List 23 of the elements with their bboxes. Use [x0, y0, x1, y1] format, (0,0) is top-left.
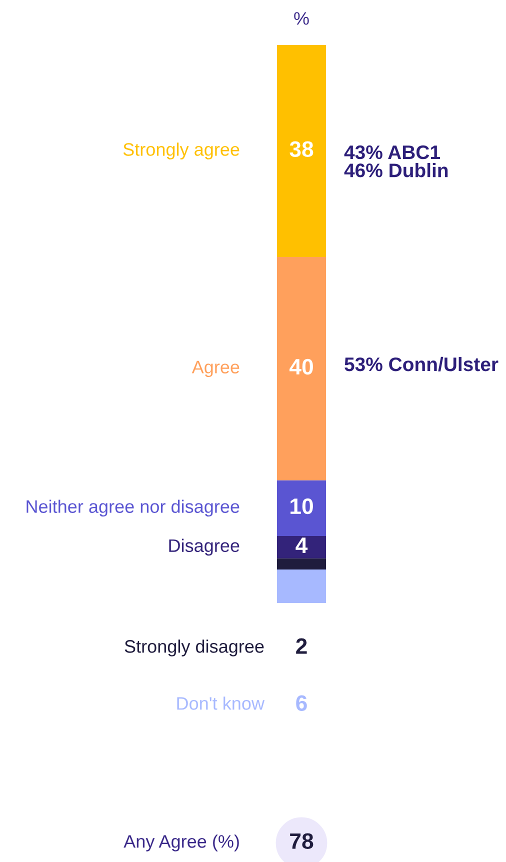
text: Neither agree nor disagree	[26, 500, 240, 517]
chart-title: %	[294, 12, 309, 25]
bar	[277, 558, 326, 570]
bar	[277, 45, 326, 258]
bar	[277, 257, 326, 480]
text: Agree	[192, 360, 240, 378]
text: 43% ABC1 46% Dublin	[344, 145, 448, 178]
bar	[277, 570, 326, 603]
bar	[277, 480, 326, 536]
text: Don't know	[177, 696, 265, 710]
text: 6	[296, 695, 307, 711]
bar	[277, 536, 326, 558]
data-label: 38	[290, 141, 314, 158]
data-label: 10	[290, 498, 313, 514]
text: Strongly agree	[123, 142, 240, 160]
text: Any Agree (%)	[124, 834, 239, 852]
text: 53% Conn/Ulster	[344, 356, 498, 372]
data-label: 40	[289, 358, 313, 375]
data-label: 4	[296, 538, 308, 553]
text: 78	[290, 833, 314, 849]
text: 2	[296, 638, 307, 654]
text: Strongly disagree	[124, 640, 264, 656]
text: Disagree	[169, 538, 240, 556]
